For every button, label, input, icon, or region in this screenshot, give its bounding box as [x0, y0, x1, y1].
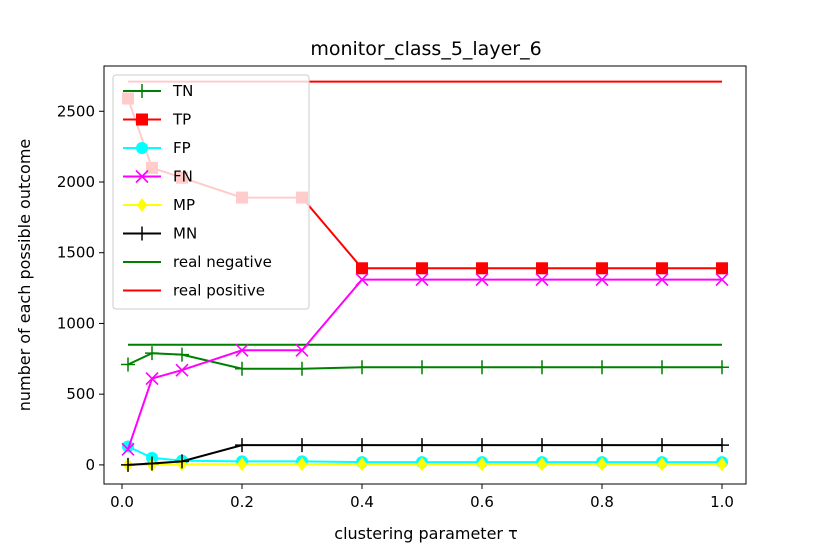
- plot-area: 0.0 0.2 0.4 0.6 0.8 1.0 0 500 1000 1500 2000 2500: [57, 80, 734, 511]
- legend-marker-mp: [137, 198, 147, 212]
- data-point-tn: [475, 360, 489, 375]
- x-tick-label: 0.2: [230, 493, 254, 511]
- data-point-mn: [715, 438, 729, 453]
- data-point-mp: [357, 457, 367, 472]
- legend-marker-tn: [135, 84, 149, 98]
- data-point-mp: [537, 457, 547, 472]
- x-tick-label: 1.0: [710, 493, 734, 511]
- legend-label-tp: TP: [172, 111, 191, 129]
- data-point-tn: [415, 360, 429, 375]
- data-point-tn: [715, 360, 729, 375]
- data-point-tn: [175, 347, 189, 362]
- legend-marker-tp: [136, 113, 148, 126]
- data-point-fn: [655, 273, 669, 287]
- data-point-fn: [355, 273, 369, 287]
- legend-label-fp: FP: [173, 139, 191, 157]
- data-point-fn: [145, 372, 159, 386]
- y-tick-label: 0: [85, 456, 95, 474]
- legend-label-tn: TN: [172, 82, 193, 100]
- legend-marker-mn: [135, 226, 149, 241]
- y-axis-label: number of each possible outcome: [15, 139, 34, 412]
- legend-label-real-negative: real negative: [173, 253, 272, 271]
- data-point-tn: [535, 360, 549, 375]
- data-point-mn: [121, 457, 135, 472]
- y-tick-label: 2000: [57, 173, 95, 191]
- data-point-fn: [121, 442, 135, 456]
- data-point-mp: [237, 457, 247, 472]
- legend-label-mp: MP: [173, 196, 195, 214]
- data-point-tn: [595, 360, 609, 375]
- data-point-mn: [655, 438, 669, 453]
- data-point-tp: [356, 262, 368, 275]
- data-point-tp: [716, 262, 728, 275]
- plot-frame: [103, 65, 747, 485]
- data-point-mn: [595, 438, 609, 453]
- data-point-mp: [477, 457, 487, 472]
- data-point-mn: [355, 438, 369, 453]
- y-tick-label: 1000: [57, 314, 95, 332]
- data-point-fn: [475, 273, 489, 287]
- data-point-fn: [295, 343, 309, 357]
- legend-label-mn: MN: [173, 225, 197, 243]
- y-tick-label: 1500: [57, 244, 95, 262]
- data-point-tn: [655, 360, 669, 375]
- data-point-tn: [121, 357, 135, 372]
- data-point-mn: [235, 438, 249, 453]
- data-point-mn: [145, 456, 159, 471]
- data-point-mn: [295, 438, 309, 453]
- data-point-fn: [415, 273, 429, 287]
- data-point-mn: [175, 454, 189, 469]
- data-point-fn: [175, 363, 189, 377]
- data-point-fn: [715, 273, 729, 287]
- data-point-fn: [595, 273, 609, 287]
- data-point-tp: [416, 262, 428, 275]
- data-point-fn: [235, 343, 249, 357]
- series-line-fn: [127, 278, 722, 450]
- data-point-mn: [475, 438, 489, 453]
- data-point-tp: [656, 262, 668, 275]
- legend: TN TP FP FN MP MN real negative real positive: [112, 74, 310, 310]
- data-point-mp: [597, 457, 607, 472]
- legend-box: [112, 74, 310, 310]
- data-point-tp: [476, 262, 488, 275]
- legend-marker-fn: [135, 169, 149, 184]
- x-tick-label: 0.0: [110, 493, 134, 511]
- data-point-fn: [535, 273, 549, 287]
- data-point-mn: [535, 438, 549, 453]
- x-tick-label: 0.6: [470, 493, 494, 511]
- data-point-mp: [297, 457, 307, 472]
- y-tick-label: 500: [66, 385, 95, 403]
- data-point-mn: [415, 438, 429, 453]
- data-point-mp: [717, 457, 727, 472]
- data-point-tp: [596, 262, 608, 275]
- x-axis-label: clustering parameter τ: [334, 524, 517, 543]
- legend-marker-fp: [136, 142, 148, 154]
- data-point-tn: [295, 361, 309, 376]
- data-point-tn: [145, 346, 159, 361]
- data-point-mp: [657, 457, 667, 472]
- data-point-mp: [417, 457, 427, 472]
- data-point-tp: [536, 262, 548, 275]
- y-tick-label: 2500: [57, 102, 95, 120]
- x-tick-label: 0.4: [350, 493, 374, 511]
- chart-title: monitor_class_5_layer_6: [310, 38, 541, 60]
- data-point-tn: [355, 360, 369, 375]
- x-tick-label: 0.8: [590, 493, 614, 511]
- legend-label-fn: FN: [173, 168, 193, 186]
- series-line-mp: [128, 463, 722, 466]
- legend-label-real-positive: real positive: [173, 282, 265, 300]
- data-point-tn: [235, 361, 249, 376]
